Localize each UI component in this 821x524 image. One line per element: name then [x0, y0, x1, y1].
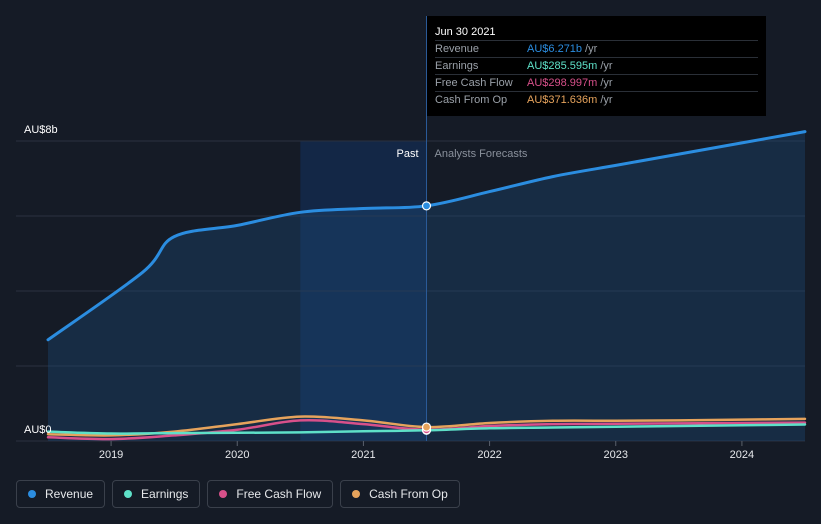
- tooltip-label: Revenue: [435, 43, 480, 55]
- tooltip-value: AU$371.636m: [527, 94, 598, 106]
- tooltip-value: AU$298.997m: [527, 77, 598, 89]
- forecast-label: Analysts Forecasts: [435, 148, 528, 160]
- chart-plot: AU$8b AU$0 Past Analysts Forecasts 2019 2…: [16, 16, 807, 461]
- tooltip-label: Free Cash Flow: [435, 77, 513, 89]
- tooltip-unit: /yr: [600, 77, 613, 89]
- grid-lines: [16, 140, 805, 442]
- tooltip-value: AU$6.271b: [527, 43, 583, 55]
- legend-label: Free Cash Flow: [236, 487, 322, 501]
- legend-item-earnings[interactable]: Earnings: [112, 480, 201, 508]
- hover-markers: [421, 201, 432, 435]
- tooltip-row-earnings: Earnings AU$285.595m /yr: [435, 57, 758, 74]
- x-tick-label: 2020: [225, 449, 249, 461]
- legend-dot-icon: [219, 490, 228, 498]
- legend-item-free-cash-flow[interactable]: Free Cash Flow: [207, 480, 334, 508]
- x-tick-label: 2024: [730, 449, 754, 461]
- x-tick-label: 2023: [604, 449, 628, 461]
- tooltip-label: Cash From Op: [435, 94, 508, 106]
- tooltip: Jun 30 2021 Revenue AU$6.271b /yr Earnin…: [427, 16, 766, 116]
- past-label: Past: [396, 148, 418, 160]
- tooltip-unit: /yr: [600, 94, 613, 106]
- cash-from-op-marker: [421, 422, 432, 432]
- tooltip-unit: /yr: [600, 60, 613, 72]
- tooltip-unit: /yr: [585, 43, 598, 55]
- legend-dot-icon: [352, 490, 361, 498]
- legend-item-cash-from-op[interactable]: Cash From Op: [340, 480, 460, 508]
- x-tick-label: 2021: [351, 449, 375, 461]
- legend-label: Earnings: [141, 487, 189, 501]
- x-tick-label: 2019: [99, 449, 123, 461]
- legend-dot-icon: [124, 490, 133, 498]
- tooltip-value: AU$285.595m: [527, 60, 598, 72]
- legend-dot-icon: [28, 490, 36, 498]
- legend-label: Cash From Op: [369, 487, 448, 501]
- tooltip-date: Jun 30 2021: [435, 26, 496, 38]
- tooltip-row-revenue: Revenue AU$6.271b /yr: [435, 40, 758, 57]
- legend-item-revenue[interactable]: Revenue: [16, 480, 106, 508]
- legend-label: Revenue: [45, 487, 94, 501]
- legend: Revenue Earnings Free Cash Flow Cash Fro…: [16, 480, 460, 508]
- x-axis-ticks: 2019 2020 2021 2022 2023 2024: [99, 441, 754, 461]
- y-axis-zero-label: AU$0: [24, 424, 52, 436]
- tooltip-row-free-cash-flow: Free Cash Flow AU$298.997m /yr: [435, 74, 758, 91]
- x-tick-label: 2022: [477, 449, 501, 461]
- y-axis-max-label: AU$8b: [24, 124, 58, 136]
- revenue-marker: [421, 201, 432, 211]
- tooltip-row-cash-from-op: Cash From Op AU$371.636m /yr: [435, 91, 758, 108]
- tooltip-label: Earnings: [435, 60, 479, 72]
